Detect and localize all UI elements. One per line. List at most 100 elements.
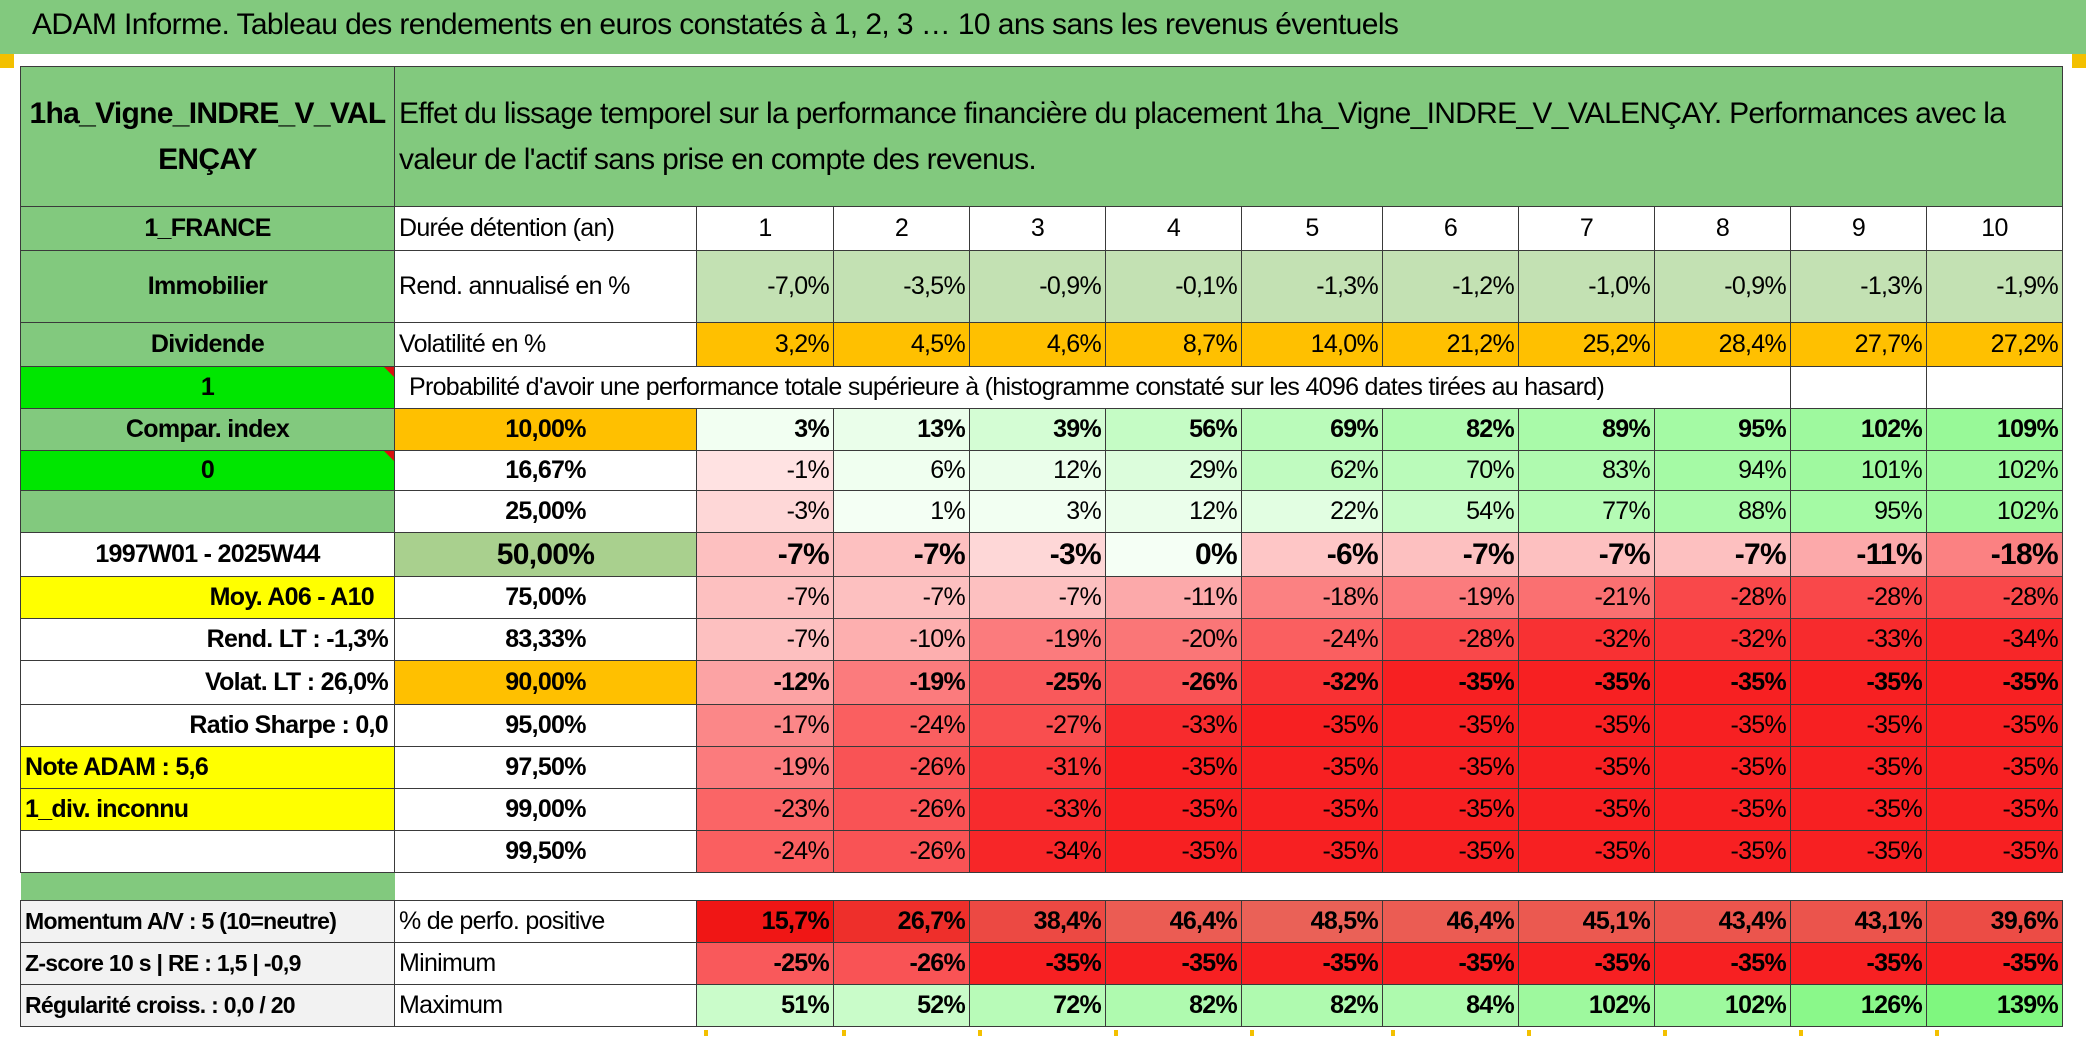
quantile-row: 0 16,67% -1% 6% 12% 29% 62% 70% 83% 94% 101% 102% bbox=[20, 450, 2063, 491]
quantile-value: -19% bbox=[696, 746, 834, 789]
positive-value: 43,4% bbox=[1654, 900, 1791, 943]
quantile-value: -35% bbox=[1654, 660, 1791, 705]
flag-one-cell: 1 bbox=[20, 366, 395, 409]
maximum-value: 52% bbox=[833, 984, 970, 1027]
quantile-value: -26% bbox=[1105, 660, 1242, 705]
quantile-value: 109% bbox=[1926, 408, 2063, 451]
quantile-value: -35% bbox=[1241, 704, 1383, 747]
minimum-row: Z-score 10 s | RE : 1,5 | -0,9 Minimum -25… bbox=[20, 942, 2063, 985]
quantile-value: -35% bbox=[1241, 830, 1383, 873]
rend-value: -1,2% bbox=[1382, 250, 1519, 323]
rend-row: Immobilier Rend. annualisé en % -7,0% -3,… bbox=[20, 250, 2063, 323]
positive-value: 39,6% bbox=[1926, 900, 2063, 943]
quantile-value: -35% bbox=[1105, 746, 1242, 789]
maximum-value: 82% bbox=[1105, 984, 1242, 1027]
quantile-value: -25% bbox=[969, 660, 1106, 705]
quantile-value: 69% bbox=[1241, 408, 1383, 451]
quantile-row: 1997W01 - 2025W44 50,00% -7% -7% -3% 0% -6% -7%… bbox=[20, 532, 2063, 577]
quantile-value: -35% bbox=[1518, 830, 1655, 873]
quantile-value: -35% bbox=[1926, 788, 2063, 831]
volat-value: 27,7% bbox=[1790, 322, 1927, 367]
quantile-level: 90,00% bbox=[394, 660, 697, 705]
maximum-value: 126% bbox=[1790, 984, 1927, 1027]
maximum-value: 72% bbox=[969, 984, 1106, 1027]
quantile-value: -3% bbox=[696, 490, 834, 533]
volat-value: 27,2% bbox=[1926, 322, 2063, 367]
quantile-level: 16,67% bbox=[394, 450, 697, 491]
quantile-value: 88% bbox=[1654, 490, 1791, 533]
quantile-value: -35% bbox=[1382, 830, 1519, 873]
quantile-value: -31% bbox=[969, 746, 1106, 789]
quantile-value: -35% bbox=[1654, 830, 1791, 873]
quantile-value: -28% bbox=[1654, 576, 1791, 619]
quantile-value: 1% bbox=[833, 490, 970, 533]
quantile-level: 99,00% bbox=[394, 788, 697, 831]
positive-value: 43,1% bbox=[1790, 900, 1927, 943]
quantile-value: -32% bbox=[1654, 618, 1791, 661]
quantile-value: -35% bbox=[1654, 746, 1791, 789]
flag-zero-cell: 0 bbox=[20, 450, 395, 491]
volat-value: 25,2% bbox=[1518, 322, 1655, 367]
empty-green-cell bbox=[20, 490, 395, 533]
minimum-side-label: Z-score 10 s | RE : 1,5 | -0,9 bbox=[20, 942, 395, 985]
moy-cell: Moy. A06 - A10 bbox=[20, 576, 395, 619]
quantile-value: 89% bbox=[1518, 408, 1655, 451]
quantile-value: 95% bbox=[1654, 408, 1791, 451]
quantile-value: 101% bbox=[1790, 450, 1927, 491]
positive-side-label: Momentum A/V : 5 (10=neutre) bbox=[20, 900, 395, 943]
spacer-green bbox=[20, 872, 395, 901]
quantile-value: -28% bbox=[1382, 618, 1519, 661]
volat-value: 8,7% bbox=[1105, 322, 1242, 367]
quantile-value: -18% bbox=[1241, 576, 1383, 619]
volat-value: 21,2% bbox=[1382, 322, 1519, 367]
spacer-row bbox=[20, 872, 2063, 901]
quantile-value: -35% bbox=[1241, 746, 1383, 789]
quantile-value: -35% bbox=[1790, 746, 1927, 789]
bottom-tick-marks bbox=[704, 1030, 1939, 1036]
year-header: 7 bbox=[1518, 206, 1655, 251]
quantile-value: -33% bbox=[1105, 704, 1242, 747]
quantile-value: -26% bbox=[833, 830, 970, 873]
quantile-value: 39% bbox=[969, 408, 1106, 451]
quantile-value: 3% bbox=[696, 408, 834, 451]
volat-row: Dividende Volatilité en % 3,2% 4,5% 4,6% 8,… bbox=[20, 322, 2063, 367]
minimum-value: -35% bbox=[1926, 942, 2063, 985]
quantile-value: -35% bbox=[1790, 830, 1927, 873]
quantile-value: 77% bbox=[1518, 490, 1655, 533]
quantile-value: -26% bbox=[833, 746, 970, 789]
rend-value: -0,9% bbox=[969, 250, 1106, 323]
quantile-row: Moy. A06 - A10 75,00% -7% -7% -7% -11% -18% -19… bbox=[20, 576, 2063, 619]
minimum-label: Minimum bbox=[394, 942, 697, 985]
quantile-value: -35% bbox=[1105, 788, 1242, 831]
quantile-value: -24% bbox=[696, 830, 834, 873]
quantile-value: -7% bbox=[833, 532, 970, 577]
quantile-value: -21% bbox=[1518, 576, 1655, 619]
quantile-level: 25,00% bbox=[394, 490, 697, 533]
quantile-value: -18% bbox=[1926, 532, 2063, 577]
quantile-value: -35% bbox=[1926, 830, 2063, 873]
quantile-value: -7% bbox=[696, 576, 834, 619]
maximum-value: 82% bbox=[1241, 984, 1383, 1027]
quantile-value: 70% bbox=[1382, 450, 1519, 491]
quantile-value: -35% bbox=[1105, 830, 1242, 873]
quantile-value: -7% bbox=[833, 576, 970, 619]
report-title: ADAM Informe. Tableau des rendements en … bbox=[32, 8, 1399, 41]
rend-label: Rend. annualisé en % bbox=[394, 250, 697, 323]
quantile-row: Volat. LT : 26,0% 90,00% -12% -19% -25% -26% -… bbox=[20, 660, 2063, 705]
quantile-value: 12% bbox=[1105, 490, 1242, 533]
rend-value: -3,5% bbox=[833, 250, 970, 323]
asset-name-cell: 1ha_Vigne_INDRE_V_VALENÇAY bbox=[20, 66, 395, 207]
quantile-value: -34% bbox=[969, 830, 1106, 873]
quantile-value: 56% bbox=[1105, 408, 1242, 451]
corner-marker-right bbox=[2072, 54, 2086, 68]
quantile-value: 22% bbox=[1241, 490, 1383, 533]
header-row: 1ha_Vigne_INDRE_V_VALENÇAY Effet du liss… bbox=[20, 66, 2063, 207]
quantile-value: -26% bbox=[833, 788, 970, 831]
quantile-value: -20% bbox=[1105, 618, 1242, 661]
quantile-value: -11% bbox=[1105, 576, 1242, 619]
quantile-value: 102% bbox=[1926, 450, 2063, 491]
quantile-value: -35% bbox=[1518, 660, 1655, 705]
quantile-value: -33% bbox=[1790, 618, 1927, 661]
rend-lt-cell: Rend. LT : -1,3% bbox=[20, 618, 395, 661]
quantile-value: -35% bbox=[1518, 746, 1655, 789]
